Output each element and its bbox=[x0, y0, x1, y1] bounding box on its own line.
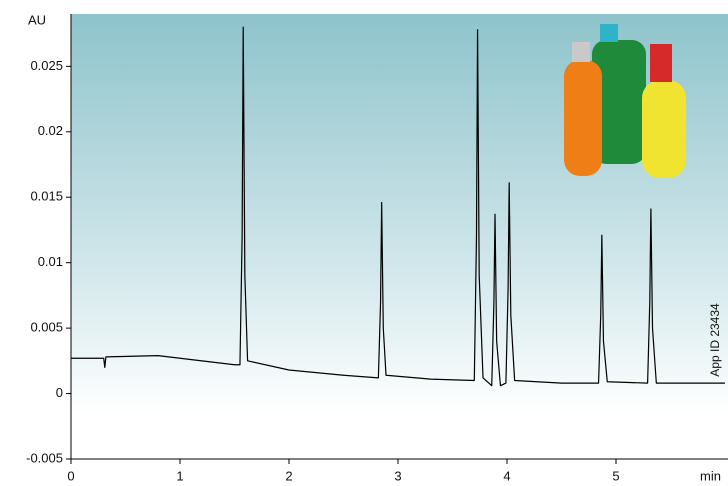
y-tick-label: 0.025 bbox=[30, 58, 63, 73]
x-axis-label: min bbox=[700, 468, 721, 483]
x-tick-label: 5 bbox=[612, 468, 619, 483]
trace bbox=[71, 26, 725, 387]
y-tick-label: -0.005 bbox=[26, 450, 63, 465]
y-tick-label: 0.015 bbox=[30, 189, 63, 204]
y-tick-label: 0.005 bbox=[30, 320, 63, 335]
x-tick-label: 4 bbox=[503, 468, 510, 483]
y-tick-label: 0 bbox=[56, 385, 63, 400]
y-axis-label: AU bbox=[28, 12, 46, 27]
x-tick-label: 2 bbox=[285, 468, 292, 483]
annotation: App ID 23434 bbox=[708, 303, 722, 377]
y-tick-label: 0.02 bbox=[38, 123, 63, 138]
x-tick-label: 0 bbox=[67, 468, 74, 483]
x-tick-label: 1 bbox=[176, 468, 183, 483]
y-tick-label: 0.01 bbox=[38, 254, 63, 269]
x-tick-label: 3 bbox=[394, 468, 401, 483]
bottles-illustration bbox=[564, 24, 686, 178]
